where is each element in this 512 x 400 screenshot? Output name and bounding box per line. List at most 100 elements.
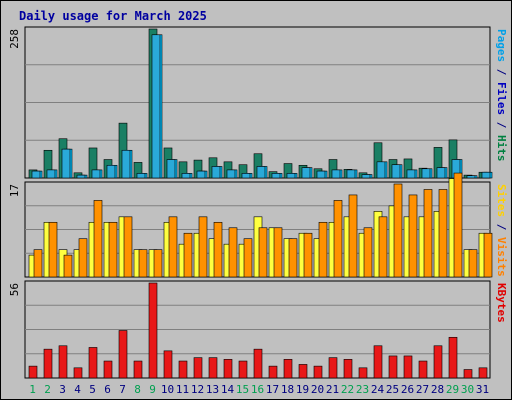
chart-title: Daily usage for March 2025 bbox=[19, 9, 207, 23]
bar-kbytes-kbytes-26 bbox=[403, 355, 413, 379]
legend-item-hits-2: Files bbox=[495, 82, 508, 115]
bar-visits-visits-2 bbox=[48, 221, 58, 278]
bar-kbytes-kbytes-10 bbox=[163, 350, 173, 379]
bar-kbytes-kbytes-11 bbox=[178, 360, 188, 379]
bar-visits-visits-23 bbox=[363, 227, 373, 278]
x-tick-label-17: 17 bbox=[266, 383, 279, 396]
bar-hits-pages-17 bbox=[271, 173, 281, 179]
bar-hits-pages-6 bbox=[106, 164, 116, 179]
legend-item-hits-4: Hits bbox=[495, 135, 508, 162]
bar-hits-pages-31 bbox=[481, 171, 491, 179]
bar-visits-visits-14 bbox=[228, 227, 238, 278]
x-tick-label-18: 18 bbox=[281, 383, 294, 396]
x-tick-label-21: 21 bbox=[326, 383, 339, 396]
bar-hits-pages-16 bbox=[256, 166, 266, 179]
bar-kbytes-kbytes-3 bbox=[58, 345, 68, 379]
x-tick-label-11: 11 bbox=[176, 383, 189, 396]
x-tick-label-2: 2 bbox=[44, 383, 51, 396]
x-tick-label-13: 13 bbox=[206, 383, 219, 396]
bar-kbytes-kbytes-24 bbox=[373, 345, 383, 379]
bar-hits-pages-28 bbox=[436, 167, 446, 179]
bar-kbytes-kbytes-15 bbox=[238, 360, 248, 379]
bar-visits-visits-16 bbox=[258, 227, 268, 278]
bar-kbytes-kbytes-13 bbox=[208, 357, 218, 379]
x-tick-label-25: 25 bbox=[386, 383, 399, 396]
x-tick-label-12: 12 bbox=[191, 383, 204, 396]
bar-kbytes-kbytes-27 bbox=[418, 360, 428, 379]
bar-kbytes-kbytes-12 bbox=[193, 357, 203, 379]
bar-visits-visits-8 bbox=[138, 249, 148, 278]
bar-hits-pages-21 bbox=[331, 169, 341, 179]
bar-hits-pages-5 bbox=[91, 169, 101, 179]
bar-visits-visits-31 bbox=[483, 232, 493, 278]
x-tick-label-14: 14 bbox=[221, 383, 235, 396]
x-tick-label-1: 1 bbox=[29, 383, 36, 396]
bar-hits-pages-2 bbox=[46, 169, 56, 179]
x-tick-label-4: 4 bbox=[74, 383, 81, 396]
legend-item-visits-0: Sites bbox=[495, 184, 508, 217]
bar-visits-visits-25 bbox=[393, 183, 403, 278]
bar-hits-pages-15 bbox=[241, 173, 251, 179]
x-tick-label-28: 28 bbox=[431, 383, 444, 396]
bar-kbytes-kbytes-23 bbox=[358, 367, 368, 379]
bar-hits-pages-3 bbox=[61, 148, 71, 179]
bar-kbytes-kbytes-1 bbox=[28, 365, 38, 379]
bar-visits-visits-29 bbox=[453, 172, 463, 278]
bar-hits-pages-26 bbox=[406, 169, 416, 179]
bar-kbytes-kbytes-30 bbox=[463, 369, 473, 379]
bar-hits-pages-30 bbox=[466, 175, 476, 179]
bar-hits-pages-1 bbox=[31, 170, 41, 179]
bar-hits-pages-23 bbox=[361, 174, 371, 179]
bar-kbytes-kbytes-25 bbox=[388, 355, 398, 379]
bar-visits-visits-10 bbox=[168, 216, 178, 278]
bar-kbytes-kbytes-17 bbox=[268, 365, 278, 379]
x-tick-label-5: 5 bbox=[89, 383, 96, 396]
x-tick-label-8: 8 bbox=[134, 383, 141, 396]
bar-kbytes-kbytes-8 bbox=[133, 360, 143, 379]
bar-kbytes-kbytes-6 bbox=[103, 360, 113, 379]
bar-visits-visits-17 bbox=[273, 227, 283, 278]
bar-kbytes-kbytes-4 bbox=[73, 367, 83, 379]
bar-visits-visits-26 bbox=[408, 194, 418, 278]
legend-visits: Sites / Visits bbox=[495, 184, 508, 277]
bar-kbytes-kbytes-20 bbox=[313, 365, 323, 379]
bar-kbytes-kbytes-28 bbox=[433, 345, 443, 379]
bar-visits-visits-13 bbox=[213, 221, 223, 278]
bar-hits-pages-20 bbox=[316, 170, 326, 179]
bar-visits-visits-5 bbox=[93, 200, 103, 278]
bar-visits-visits-3 bbox=[63, 254, 73, 278]
bar-hits-pages-24 bbox=[376, 161, 386, 179]
bar-visits-visits-19 bbox=[303, 232, 313, 278]
legend-kbytes: KBytes bbox=[495, 283, 508, 323]
x-tick-label-27: 27 bbox=[416, 383, 429, 396]
y-max-label-kbytes: 56 bbox=[8, 283, 21, 296]
x-tick-label-22: 22 bbox=[341, 383, 354, 396]
bar-hits-pages-22 bbox=[346, 169, 356, 179]
x-tick-label-24: 24 bbox=[371, 383, 385, 396]
bar-kbytes-kbytes-14 bbox=[223, 359, 233, 379]
legend-item-hits-0: Pages bbox=[495, 29, 508, 62]
bar-hits-pages-12 bbox=[196, 170, 206, 179]
bar-kbytes-kbytes-7 bbox=[118, 330, 128, 379]
bar-visits-visits-7 bbox=[123, 216, 133, 278]
bar-hits-pages-18 bbox=[286, 173, 296, 179]
bar-hits-pages-4 bbox=[76, 174, 86, 179]
bar-hits-pages-14 bbox=[226, 169, 236, 179]
bar-visits-visits-24 bbox=[378, 216, 388, 278]
legend-item-hits-1: / bbox=[495, 62, 508, 82]
legend-item-hits-3: / bbox=[495, 115, 508, 135]
x-tick-label-20: 20 bbox=[311, 383, 324, 396]
bar-visits-visits-6 bbox=[108, 221, 118, 278]
bar-kbytes-kbytes-5 bbox=[88, 347, 98, 379]
bar-hits-pages-27 bbox=[421, 168, 431, 179]
x-tick-label-15: 15 bbox=[236, 383, 249, 396]
x-tick-label-26: 26 bbox=[401, 383, 414, 396]
bar-hits-pages-19 bbox=[301, 167, 311, 179]
bar-visits-visits-27 bbox=[423, 189, 433, 278]
y-max-label-hits: 258 bbox=[8, 29, 21, 49]
bar-hits-pages-10 bbox=[166, 159, 176, 179]
bar-hits-pages-8 bbox=[136, 173, 146, 179]
x-tick-label-16: 16 bbox=[251, 383, 264, 396]
bar-kbytes-kbytes-9 bbox=[148, 282, 158, 379]
bar-kbytes-kbytes-16 bbox=[253, 348, 263, 379]
